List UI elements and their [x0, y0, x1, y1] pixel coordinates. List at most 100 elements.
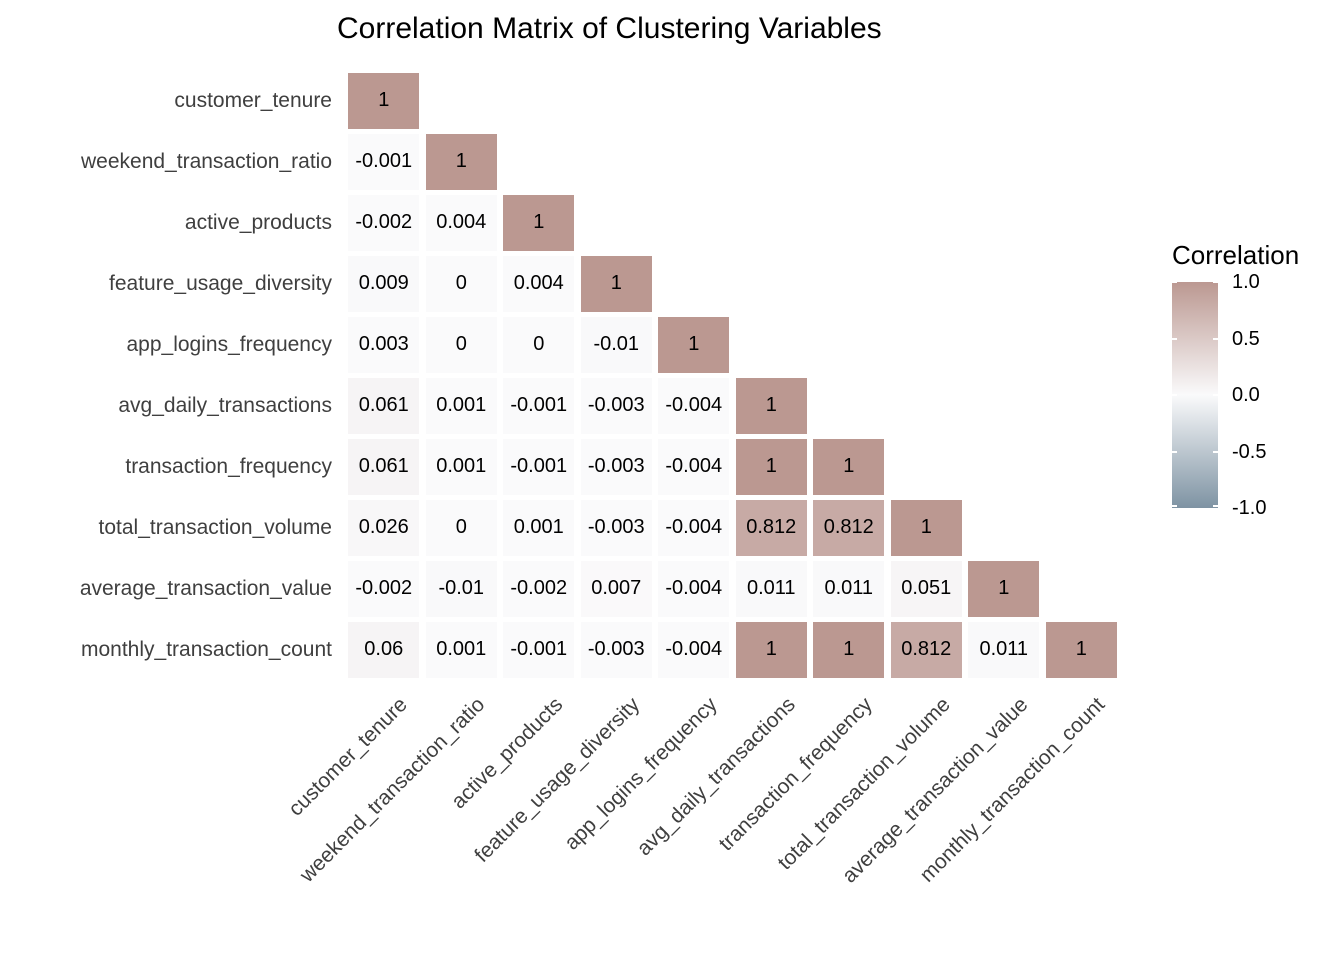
- cell-value: -0.004: [665, 394, 723, 416]
- matrix-cell: 0.004: [425, 194, 497, 251]
- matrix-cell: 1: [425, 133, 497, 190]
- matrix-cell: -0.002: [348, 194, 420, 251]
- cell-value: -0.001: [355, 150, 413, 172]
- cell-value: 0.001: [436, 394, 487, 416]
- cell-value: 1: [843, 638, 855, 660]
- cell-value: 1: [610, 272, 622, 294]
- legend-tick-mark: [1213, 394, 1218, 396]
- cell-value: 0.007: [591, 577, 642, 599]
- cell-value: 1: [533, 211, 545, 233]
- cell-value: -0.003: [587, 638, 645, 660]
- cell-value: 0.011: [746, 577, 796, 599]
- row-label: customer_tenure: [174, 88, 332, 112]
- matrix-cell: -0.004: [658, 621, 730, 678]
- matrix-cell: 1: [503, 194, 575, 251]
- matrix-cell: 0.001: [425, 438, 497, 495]
- matrix-cell: 1: [735, 438, 807, 495]
- cell-value: -0.003: [587, 516, 645, 538]
- cell-value: -0.01: [438, 577, 485, 599]
- row-label: app_logins_frequency: [126, 332, 333, 356]
- cell-value: 0.026: [358, 516, 409, 538]
- legend-tick-mark: [1172, 281, 1177, 283]
- row-label: feature_usage_diversity: [109, 271, 332, 295]
- row-label: average_transaction_value: [79, 576, 332, 600]
- cell-value: 0.812: [823, 516, 874, 538]
- matrix-cell: 0.007: [580, 560, 652, 617]
- cell-value: 0.001: [513, 516, 564, 538]
- matrix-cell: 0: [425, 316, 497, 373]
- matrix-cell: 1: [580, 255, 652, 312]
- matrix-cell: 1: [735, 621, 807, 678]
- cell-value: -0.004: [665, 638, 723, 660]
- matrix-cell: 0.004: [503, 255, 575, 312]
- matrix-cell: 0.003: [348, 316, 420, 373]
- matrix-cell: 0.011: [735, 560, 807, 617]
- matrix-cell: -0.01: [580, 316, 652, 373]
- cell-value: 1: [843, 455, 855, 477]
- legend-tick-label: 1.0: [1232, 271, 1260, 293]
- matrix-cell: -0.001: [503, 621, 575, 678]
- matrix-cell: 0.009: [348, 255, 420, 312]
- row-label: active_products: [184, 210, 332, 234]
- matrix-cell: 0.001: [425, 377, 497, 434]
- cell-value: 0.011: [824, 577, 874, 599]
- matrix-cell: -0.003: [580, 377, 652, 434]
- cell-value: 1: [765, 455, 777, 477]
- cell-value: -0.001: [510, 455, 568, 477]
- matrix-cell: 1: [348, 72, 420, 129]
- matrix-cell: 0.812: [890, 621, 962, 678]
- matrix-cell: 0.06: [348, 621, 420, 678]
- matrix-cell: 0.812: [813, 499, 885, 556]
- chart-title: Correlation Matrix of Clustering Variabl…: [337, 12, 882, 45]
- matrix-cell: -0.003: [580, 499, 652, 556]
- legend-tick-mark: [1172, 337, 1177, 340]
- matrix-cell: 0.026: [348, 499, 420, 556]
- cell-value: 1: [688, 333, 700, 355]
- legend-tick-mark: [1213, 337, 1218, 340]
- col-label: app_logins_frequency: [560, 693, 723, 855]
- matrix-cell: 1: [1045, 621, 1117, 678]
- cell-value: 0: [455, 272, 467, 294]
- cell-value: 1: [765, 638, 777, 660]
- matrix-cell: -0.002: [503, 560, 575, 617]
- cell-value: 1: [378, 89, 390, 111]
- matrix-cell: -0.004: [658, 499, 730, 556]
- cell-value: -0.004: [665, 516, 723, 538]
- matrix-cell: -0.004: [658, 377, 730, 434]
- cell-value: 0.051: [901, 577, 952, 599]
- cell-value: -0.002: [510, 577, 568, 599]
- legend-tick-label: 0.5: [1232, 327, 1260, 350]
- matrix-cell: 0: [425, 255, 497, 312]
- matrix-cell: 0.061: [348, 438, 420, 495]
- matrix-cell: -0.002: [348, 560, 420, 617]
- cell-value: 1: [765, 394, 777, 416]
- row-label: transaction_frequency: [125, 454, 332, 478]
- matrix-cell: -0.001: [503, 377, 575, 434]
- matrix-cell: -0.004: [658, 438, 730, 495]
- row-label: total_transaction_volume: [98, 515, 332, 539]
- cell-value: -0.004: [665, 577, 723, 599]
- matrix-cell: 1: [890, 499, 962, 556]
- cell-value: 0.004: [513, 272, 564, 294]
- cell-value: 0.003: [358, 333, 409, 355]
- matrix-cell: 1: [968, 560, 1040, 617]
- matrix-cell: 0: [425, 499, 497, 556]
- matrix-cell: 1: [813, 621, 885, 678]
- legend-tick-mark: [1213, 450, 1218, 453]
- cell-value: 0.009: [358, 272, 409, 294]
- legend-tick-label: -1.0: [1232, 497, 1267, 519]
- row-label: avg_daily_transactions: [118, 393, 332, 417]
- legend-tick-mark: [1213, 505, 1218, 507]
- cell-value: -0.003: [587, 394, 645, 416]
- legend-tick-mark: [1172, 505, 1177, 507]
- legend-tick-label: 0.0: [1232, 384, 1260, 406]
- legend-gradient-bar: [1172, 282, 1218, 508]
- matrix-cell: -0.004: [658, 560, 730, 617]
- matrix-cell: 0: [503, 316, 575, 373]
- cell-value: 0.011: [979, 638, 1029, 660]
- cell-value: 0.812: [901, 638, 952, 660]
- cell-value: 0: [533, 333, 545, 355]
- cell-value: 0.061: [358, 394, 409, 416]
- cell-value: 0.061: [358, 455, 409, 477]
